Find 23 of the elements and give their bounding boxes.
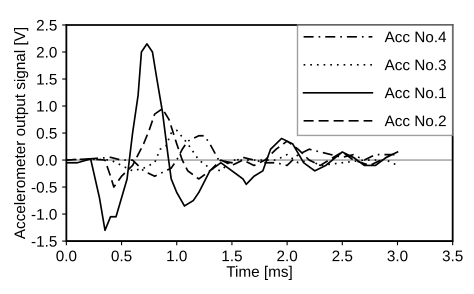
x-tick-label: 2.5: [332, 250, 352, 262]
y-tick-label: 2.5: [36, 20, 57, 31]
x-tick-label: 0.0: [56, 250, 76, 262]
legend-label: Acc No.2: [384, 115, 446, 126]
y-tick-label: 1.0: [37, 100, 57, 112]
x-tick-label: 3.0: [387, 250, 408, 262]
legend-label: Acc No.4: [384, 32, 446, 42]
legend-label: Acc No.1: [384, 88, 446, 98]
y-tick-label: 1.5: [37, 74, 57, 85]
y-tick-label: 2.0: [36, 46, 57, 58]
x-tick-label: 1.5: [222, 250, 242, 262]
x-tick-label: 1.0: [167, 250, 187, 262]
y-tick-label: 0.5: [36, 128, 57, 139]
y-tick-label: -0.5: [32, 182, 57, 193]
y-tick-label: -1.0: [32, 208, 57, 220]
y-axis-title: Accelerometer output signal [V]: [14, 28, 28, 240]
legend-label: Acc No.3: [384, 59, 446, 70]
x-tick-label: 0.5: [112, 250, 132, 262]
y-tick-label: -1.5: [32, 236, 57, 247]
x-tick-label: 3.5: [442, 250, 463, 262]
x-tick-label: 2.0: [277, 250, 298, 262]
x-axis-title: Time [ms]: [226, 266, 292, 280]
y-tick-label: 0.0: [36, 154, 57, 166]
